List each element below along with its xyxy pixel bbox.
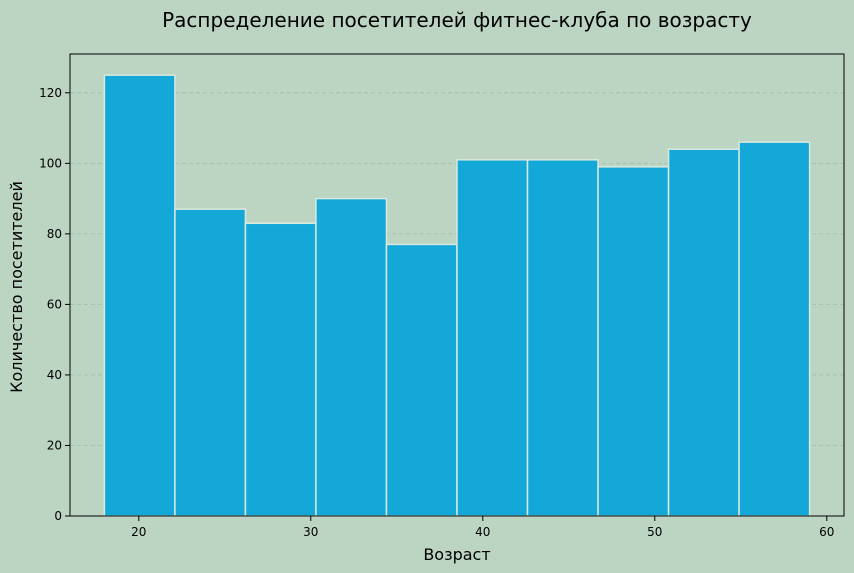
histogram-bar-2 bbox=[244, 222, 317, 517]
histogram-bar-4 bbox=[385, 243, 458, 517]
histogram-bar-5 bbox=[456, 159, 529, 517]
y-tick-label-2: 40 bbox=[47, 368, 62, 382]
histogram-bar-1 bbox=[174, 208, 247, 517]
y-tick-label-0: 0 bbox=[54, 509, 62, 523]
y-tick-label-6: 120 bbox=[39, 86, 62, 100]
x-tick-label-0: 20 bbox=[131, 525, 146, 539]
histogram-bar-0 bbox=[103, 74, 176, 517]
x-axis-label: Возраст bbox=[423, 545, 490, 564]
y-tick-label-5: 100 bbox=[39, 156, 62, 170]
y-tick-label-3: 60 bbox=[47, 297, 62, 311]
y-axis-label: Количество посетителей bbox=[7, 181, 26, 393]
histogram-bar-8 bbox=[667, 148, 740, 517]
plot-frame bbox=[69, 53, 845, 517]
chart-title: Распределение посетителей фитнес-клуба п… bbox=[162, 8, 752, 32]
histogram-bar-9 bbox=[738, 141, 811, 517]
x-tick-label-3: 50 bbox=[647, 525, 662, 539]
x-tick-label-2: 40 bbox=[475, 525, 490, 539]
x-tick-label-4: 60 bbox=[819, 525, 834, 539]
histogram-bar-6 bbox=[526, 159, 599, 517]
histogram-bar-7 bbox=[597, 166, 670, 517]
y-tick-label-1: 20 bbox=[47, 438, 62, 452]
histogram-bar-3 bbox=[315, 197, 388, 517]
plot-area: 20 30 40 50 60 0 20 40 60 80 100 120 bbox=[39, 53, 845, 539]
y-tick-label-4: 80 bbox=[47, 227, 62, 241]
x-tick-label-1: 30 bbox=[303, 525, 318, 539]
